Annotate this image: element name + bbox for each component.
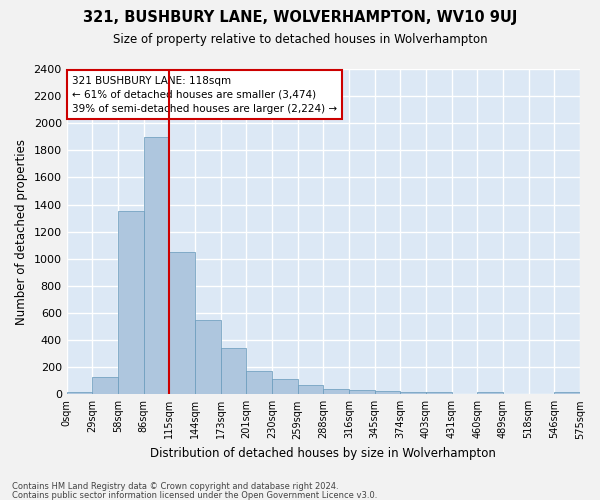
Bar: [323, 389, 349, 394]
Bar: [272, 378, 298, 394]
Bar: [298, 386, 323, 394]
Bar: [118, 212, 143, 394]
Text: Contains public sector information licensed under the Open Government Licence v3: Contains public sector information licen…: [12, 490, 377, 500]
Bar: [349, 390, 374, 394]
Bar: [221, 348, 247, 395]
Bar: [169, 252, 195, 394]
Text: Contains HM Land Registry data © Crown copyright and database right 2024.: Contains HM Land Registry data © Crown c…: [12, 482, 338, 491]
Bar: [374, 390, 400, 394]
Y-axis label: Number of detached properties: Number of detached properties: [15, 138, 28, 324]
X-axis label: Distribution of detached houses by size in Wolverhampton: Distribution of detached houses by size …: [151, 447, 496, 460]
Bar: [67, 392, 92, 394]
Bar: [400, 392, 426, 394]
Bar: [247, 370, 272, 394]
Bar: [426, 392, 452, 394]
Text: 321, BUSHBURY LANE, WOLVERHAMPTON, WV10 9UJ: 321, BUSHBURY LANE, WOLVERHAMPTON, WV10 …: [83, 10, 517, 25]
Text: Size of property relative to detached houses in Wolverhampton: Size of property relative to detached ho…: [113, 32, 487, 46]
Text: 321 BUSHBURY LANE: 118sqm
← 61% of detached houses are smaller (3,474)
39% of se: 321 BUSHBURY LANE: 118sqm ← 61% of detac…: [72, 76, 337, 114]
Bar: [92, 376, 118, 394]
Bar: [143, 137, 169, 394]
Bar: [554, 392, 580, 394]
Bar: [195, 320, 221, 394]
Bar: [478, 392, 503, 394]
